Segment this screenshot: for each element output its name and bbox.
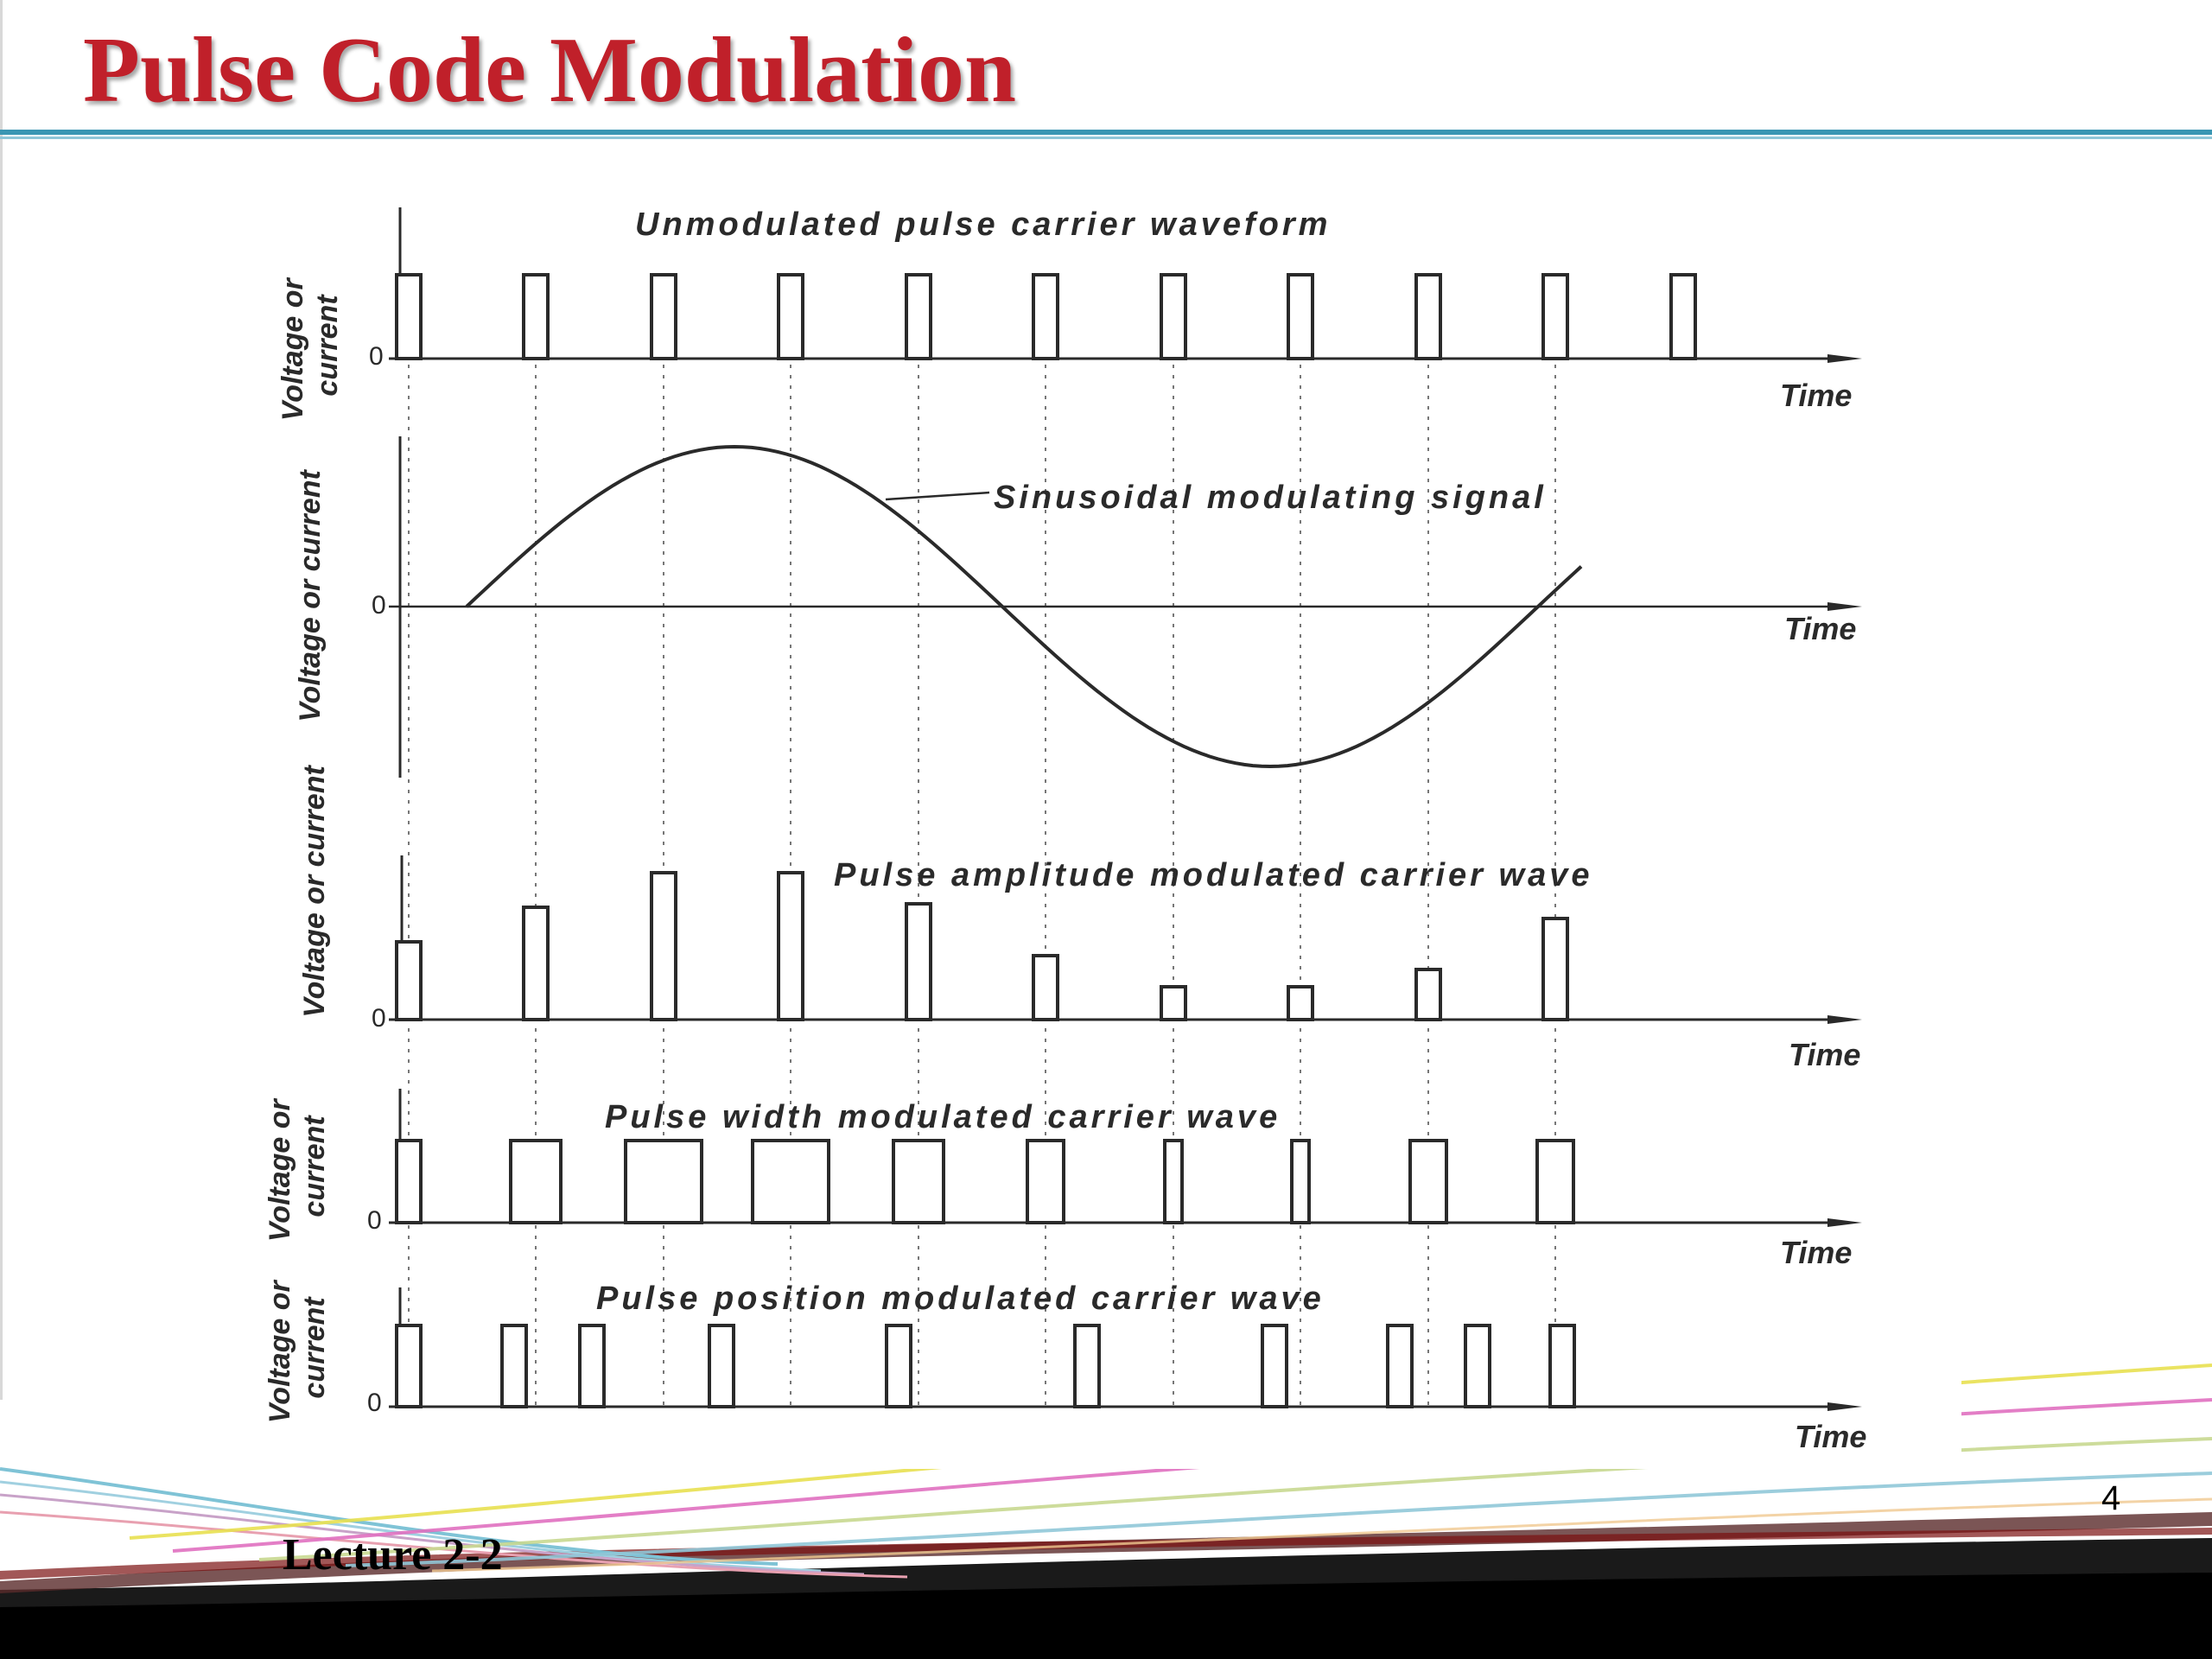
- pwm-pulse-7: [1290, 1139, 1311, 1224]
- svg-text:Voltage or current: Voltage or current: [264, 1273, 331, 1423]
- pam-pulse-0: [395, 940, 423, 1021]
- panel-pam: Voltage or current 0 Time Pulse amplitud…: [298, 765, 1862, 1072]
- pwm-pulse-5: [1026, 1139, 1065, 1224]
- panel-unmodulated: Unmodulated pulse carrier waveform Volta…: [276, 207, 1862, 421]
- pulse-modulation-diagram: Unmodulated pulse carrier waveform Volta…: [194, 147, 1961, 1469]
- pwm-pulse-6: [1163, 1139, 1184, 1224]
- pwm-pulse-3: [751, 1139, 830, 1224]
- decorative-swoosh: [0, 1363, 2212, 1659]
- svg-text:Voltage or current: Voltage or current: [264, 1091, 331, 1242]
- ppm-pulse-1: [500, 1324, 528, 1408]
- unmodulated-pulses: [395, 273, 1697, 360]
- carrier-pulse-6: [1160, 273, 1187, 360]
- carrier-pulse-2: [650, 273, 677, 360]
- panel-ppm: Voltage or current 0 Time Pulse position…: [264, 1273, 1866, 1454]
- time-label-unmodulated: Time: [1780, 378, 1852, 413]
- time-arrow-unmodulated: [1827, 354, 1862, 363]
- sinusoid-leader-line: [885, 491, 990, 501]
- caption-unmodulated: Unmodulated pulse carrier waveform: [635, 207, 1331, 243]
- zero-label-ppm: 0: [367, 1389, 382, 1417]
- time-label-pam: Time: [1789, 1037, 1860, 1072]
- pam-pulse-4: [905, 902, 932, 1021]
- caption-pam: Pulse amplitude modulated carrier wave: [834, 857, 1592, 893]
- pwm-pulses: [395, 1139, 1575, 1224]
- carrier-pulse-1: [522, 273, 550, 360]
- pwm-pulse-1: [509, 1139, 563, 1224]
- pwm-pulse-4: [892, 1139, 945, 1224]
- lecture-label: Lecture 2-2: [283, 1530, 503, 1580]
- ylabel-ppm-line1: Voltage or: [264, 1279, 296, 1423]
- carrier-pulse-3: [777, 273, 804, 360]
- pwm-pulse-8: [1408, 1139, 1448, 1224]
- ylabel-sinusoid: Voltage or current: [294, 469, 327, 722]
- svg-text:Voltage or current: Voltage or current: [276, 270, 344, 421]
- ylabel-ppm-line2: current: [298, 1296, 331, 1399]
- pam-pulse-2: [650, 871, 677, 1021]
- slide-title: Pulse Code Modulation: [83, 19, 1017, 122]
- pam-pulse-8: [1414, 968, 1442, 1021]
- caption-pwm: Pulse width modulated carrier wave: [605, 1099, 1281, 1135]
- pam-pulses: [395, 871, 1569, 1021]
- carrier-pulse-5: [1032, 273, 1059, 360]
- carrier-pulse-9: [1541, 273, 1569, 360]
- panel-pwm: Voltage or current 0 Time Pulse width mo…: [264, 1089, 1862, 1270]
- ppm-pulse-9: [1548, 1324, 1576, 1408]
- time-arrow-pwm: [1827, 1218, 1862, 1227]
- ppm-pulse-5: [1073, 1324, 1101, 1408]
- ppm-pulse-8: [1464, 1324, 1491, 1408]
- svg-text:Voltage or current: Voltage or current: [298, 765, 331, 1018]
- time-arrow-pam: [1827, 1015, 1862, 1024]
- page-number: 4: [2101, 1479, 2121, 1517]
- ppm-pulse-4: [885, 1324, 912, 1408]
- sinusoidal-signal-curve: [465, 444, 1583, 769]
- time-label-ppm: Time: [1795, 1419, 1866, 1454]
- ylabel-pam: Voltage or current: [298, 765, 331, 1018]
- pam-pulse-7: [1287, 985, 1314, 1021]
- zero-label-unmodulated: 0: [369, 342, 384, 371]
- pwm-pulse-9: [1535, 1139, 1575, 1224]
- pam-pulse-9: [1541, 917, 1569, 1021]
- ylabel-pwm-line1: Voltage or: [264, 1097, 296, 1242]
- carrier-pulse-8: [1414, 273, 1442, 360]
- slide-left-border: [0, 0, 3, 1400]
- carrier-pulse-10: [1669, 273, 1697, 360]
- caption-ppm: Pulse position modulated carrier wave: [596, 1281, 1325, 1317]
- time-label-sinusoid: Time: [1784, 611, 1856, 646]
- ppm-pulse-3: [708, 1324, 735, 1408]
- pam-pulse-5: [1032, 954, 1059, 1021]
- time-arrow-ppm: [1827, 1402, 1862, 1411]
- ppm-pulse-6: [1261, 1324, 1288, 1408]
- zero-label-pam: 0: [372, 1004, 386, 1033]
- svg-text:Voltage or current: Voltage or current: [294, 469, 327, 722]
- caption-sinusoid: Sinusoidal modulating signal: [994, 480, 1547, 516]
- time-arrow-sinusoid: [1827, 602, 1862, 611]
- pam-pulse-3: [777, 871, 804, 1021]
- ppm-pulses: [395, 1324, 1576, 1408]
- zero-label-pwm: 0: [367, 1206, 382, 1235]
- ylabel-pwm-line2: current: [298, 1115, 331, 1217]
- pwm-pulse-0: [395, 1139, 423, 1224]
- pam-pulse-1: [522, 906, 550, 1021]
- carrier-pulse-0: [395, 273, 423, 360]
- panel-sinusoid: Voltage or current 0 Time Sinusoidal mod…: [294, 436, 1862, 778]
- ppm-pulse-2: [578, 1324, 606, 1408]
- title-underline: [0, 130, 2212, 140]
- ppm-pulse-0: [395, 1324, 423, 1408]
- pam-pulse-6: [1160, 985, 1187, 1021]
- carrier-pulse-4: [905, 273, 932, 360]
- pwm-pulse-2: [624, 1139, 703, 1224]
- ylabel-unmodulated-line2: current: [311, 294, 344, 397]
- zero-label-sinusoid: 0: [372, 591, 386, 620]
- time-label-pwm: Time: [1780, 1235, 1852, 1270]
- carrier-pulse-7: [1287, 273, 1314, 360]
- ppm-pulse-7: [1386, 1324, 1414, 1408]
- ylabel-unmodulated-line1: Voltage or: [276, 276, 309, 421]
